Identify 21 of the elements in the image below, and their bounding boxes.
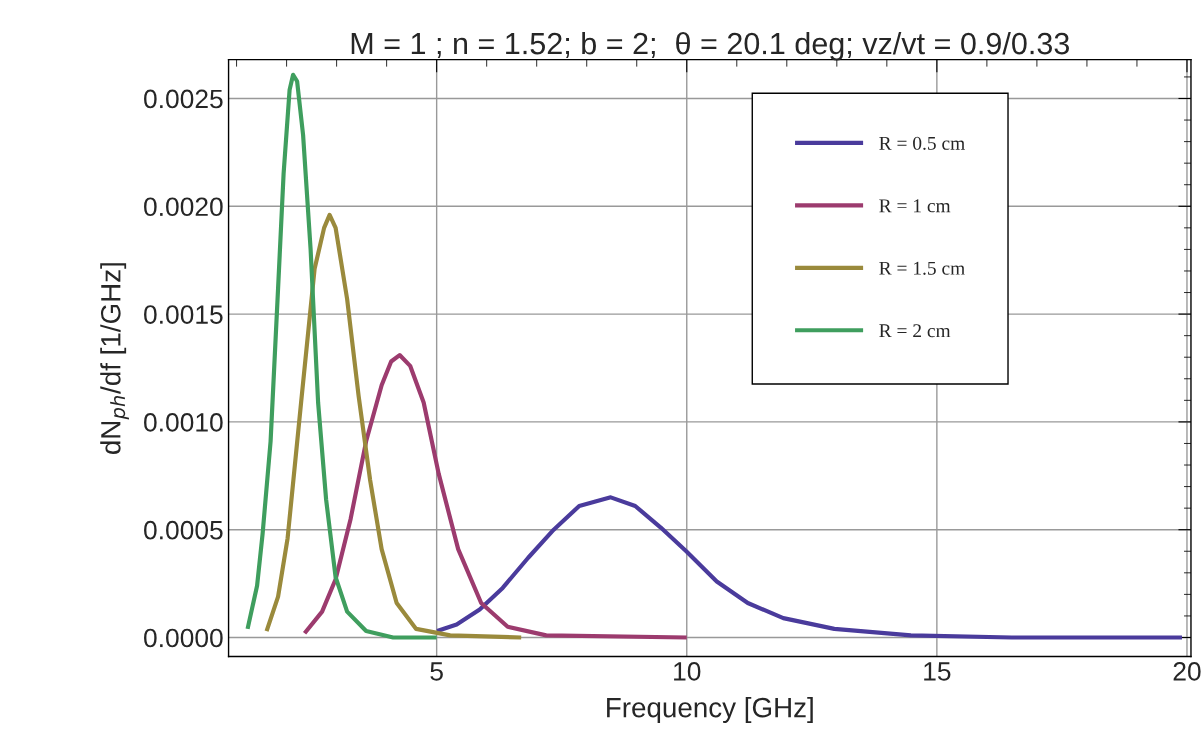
y-tick-label: 0.0020 bbox=[144, 197, 223, 217]
x-tick-label: 5 bbox=[430, 662, 443, 681]
legend-label: R = 2 cm bbox=[879, 324, 951, 338]
y-tick-label: 0.0000 bbox=[144, 628, 223, 648]
line-series bbox=[264, 212, 524, 640]
y-axis-title: dN$_{ph}$/df [1/GHz] bbox=[100, 263, 129, 454]
x-tick-label: 10 bbox=[674, 662, 701, 681]
legend-label: R = 1 cm bbox=[879, 199, 951, 213]
line-series bbox=[245, 72, 439, 640]
x-tick-label: 20 bbox=[1173, 662, 1201, 681]
legend-label: R = 0.5 cm bbox=[879, 136, 965, 150]
y-tick-label: 0.0005 bbox=[144, 520, 223, 540]
line-series bbox=[435, 495, 1185, 640]
line-series bbox=[302, 352, 689, 640]
y-tick-label: 0.0010 bbox=[144, 413, 223, 432]
chart-title: M = 1 ; n = 1.52; b = 2; θ = 20.1 deg; vz/vt = 0.9/0.33 bbox=[351, 31, 1069, 61]
x-tick-label: 15 bbox=[924, 662, 951, 681]
y-tick-label: 0.0025 bbox=[144, 89, 223, 109]
legend-label: R = 1.5 cm bbox=[879, 261, 965, 275]
y-tick-label: 0.0015 bbox=[144, 305, 223, 324]
x-axis-title: Frequency [GHz] bbox=[607, 697, 813, 723]
